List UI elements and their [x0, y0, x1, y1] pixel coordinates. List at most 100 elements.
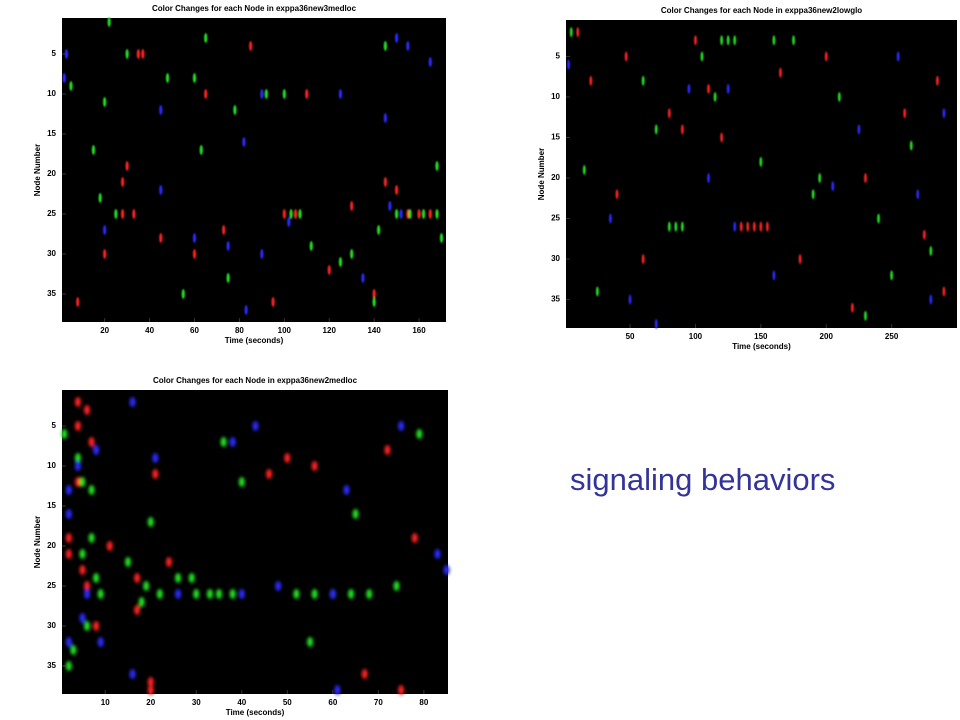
signal-blob [576, 27, 580, 38]
signal-blob [393, 581, 400, 591]
signal-blob [91, 145, 96, 155]
signal-blob [707, 83, 710, 94]
signal-blob [147, 517, 154, 527]
signal-blob [165, 557, 172, 567]
signal-blob [428, 57, 432, 67]
y-tick-label: 25 [551, 214, 560, 223]
signal-blob [93, 573, 100, 583]
signal-blob [824, 51, 828, 62]
y-tick-label: 5 [556, 52, 561, 61]
signal-blob [361, 669, 368, 679]
signal-blob [103, 97, 107, 107]
signal-blob [136, 49, 140, 59]
signal-blob [428, 209, 432, 219]
x-tick-label: 100 [689, 332, 703, 341]
signal-blob [394, 185, 399, 195]
y-tick-label: 20 [47, 169, 56, 178]
signal-blob [694, 35, 697, 46]
signal-blob [416, 429, 423, 439]
signal-blob [98, 193, 102, 203]
y-axis-label: Node Number [33, 144, 42, 196]
signal-blob [70, 645, 77, 655]
signal-blob [84, 581, 91, 591]
signal-blob [909, 140, 913, 151]
x-tick-label: 250 [885, 332, 899, 341]
signal-blob [125, 557, 132, 567]
signal-blob [779, 67, 782, 78]
y-tick-label: 20 [47, 541, 56, 550]
signal-blob [942, 108, 946, 119]
signal-blob [129, 397, 136, 407]
signal-blob [383, 177, 387, 187]
x-tick-label: 120 [323, 326, 337, 335]
y-tick-label: 25 [47, 581, 56, 590]
signal-blob [667, 221, 671, 232]
signal-blob [260, 89, 264, 99]
y-tick-label: 10 [551, 92, 560, 101]
signal-blob [192, 249, 197, 259]
signal-blob [138, 597, 145, 607]
signal-blob [181, 289, 185, 299]
x-tick-label: 30 [192, 698, 201, 707]
signal-blob [242, 137, 246, 147]
signal-blob [383, 41, 387, 51]
signal-blob [935, 75, 939, 86]
signal-blob [350, 249, 354, 259]
points [62, 17, 444, 315]
signal-blob [175, 589, 182, 599]
signal-blob [348, 589, 355, 599]
signal-blob [417, 209, 421, 219]
signal-blob [707, 173, 710, 184]
y-tick-label: 10 [47, 89, 56, 98]
signal-blob [739, 221, 743, 232]
y-tick-label: 15 [47, 501, 56, 510]
signal-blob [147, 685, 154, 695]
signal-blob [206, 589, 213, 599]
signal-blob [726, 35, 730, 46]
signal-blob [229, 437, 236, 447]
signal-blob [372, 289, 376, 299]
signal-blob [222, 225, 226, 235]
y-tick-label: 35 [47, 661, 56, 670]
signal-blob [229, 589, 236, 599]
signal-blob [435, 161, 439, 171]
signal-blob [159, 185, 163, 195]
signal-blob [141, 49, 145, 59]
x-axis-label: Time (seconds) [226, 708, 285, 717]
signal-blob [293, 589, 300, 599]
signal-blob [567, 59, 571, 70]
signal-blob [307, 637, 314, 647]
x-tick-label: 20 [146, 698, 155, 707]
signal-blob [726, 83, 730, 94]
signal-blob [93, 621, 100, 631]
signal-blob [311, 461, 318, 471]
signal-blob [97, 637, 104, 647]
x-tick-label: 70 [374, 698, 383, 707]
signal-blob [74, 453, 81, 463]
chart-title: Color Changes for each Node in exppa36ne… [153, 376, 358, 385]
signal-blob [311, 589, 318, 599]
signal-blob [79, 549, 86, 559]
signal-blob [398, 685, 405, 695]
signal-blob [114, 209, 118, 219]
signal-blob [65, 637, 72, 647]
signal-blob [125, 49, 129, 59]
x-tick-label: 20 [100, 326, 109, 335]
signal-blob [233, 105, 237, 115]
signal-blob [343, 485, 350, 495]
signal-blob [69, 81, 73, 91]
signal-blob [667, 108, 671, 119]
signal-blob [352, 509, 359, 519]
signal-blob [383, 113, 387, 123]
signal-blob [282, 209, 286, 219]
signal-blob [439, 233, 444, 243]
signal-blob [394, 209, 399, 219]
signal-blob [398, 421, 405, 431]
signal-blob [193, 589, 200, 599]
signal-blob [192, 233, 197, 243]
y-tick-label: 30 [47, 249, 56, 258]
x-tick-label: 40 [145, 326, 154, 335]
signal-blob [305, 89, 309, 99]
x-tick-label: 40 [237, 698, 246, 707]
y-tick-label: 20 [551, 173, 560, 182]
